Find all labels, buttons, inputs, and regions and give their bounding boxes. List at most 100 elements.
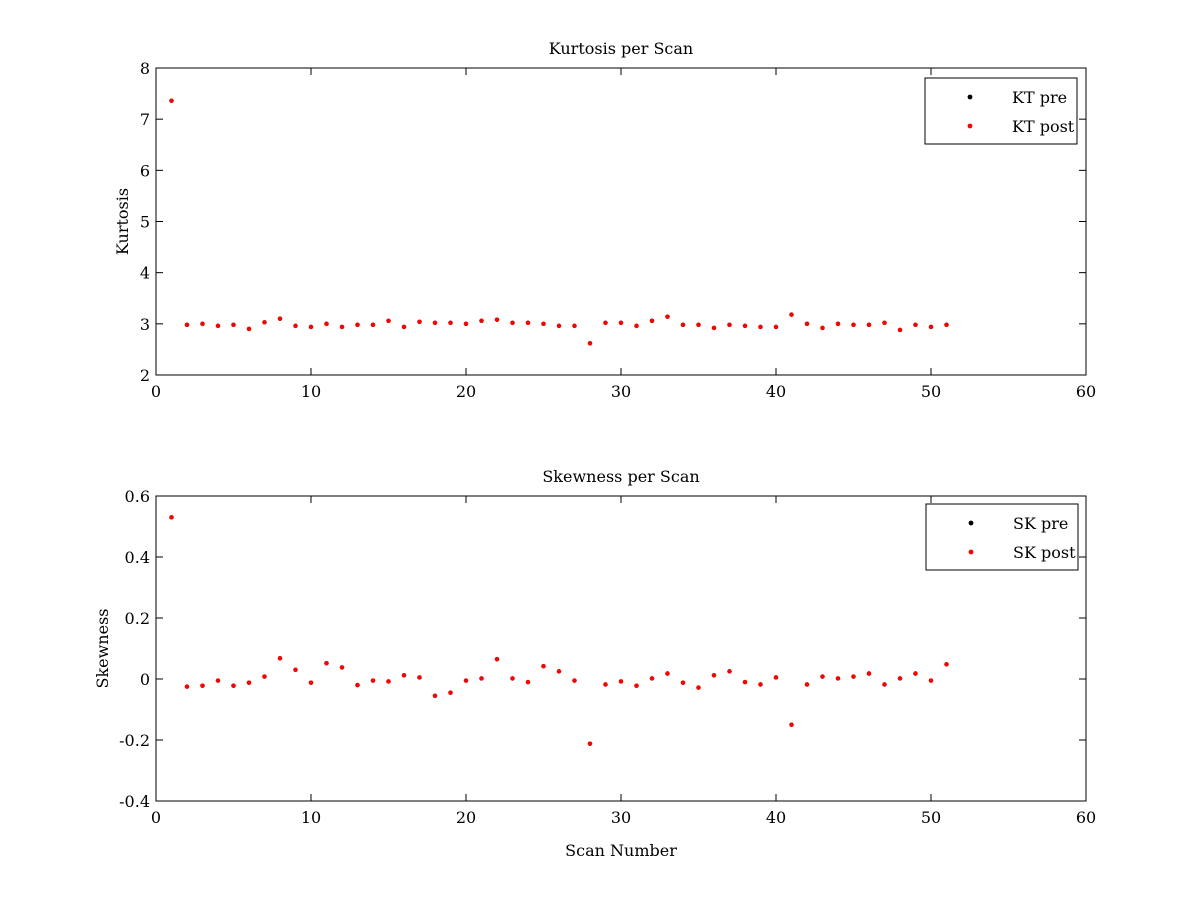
x-tick-label: 50	[921, 808, 941, 827]
x-tick-label: 40	[766, 382, 786, 401]
y-tick-label: 0.4	[125, 548, 150, 567]
legend: SK pre SK post	[925, 503, 1079, 571]
data-point	[184, 322, 190, 328]
data-point	[680, 680, 686, 685]
data-point	[231, 683, 236, 688]
data-point	[742, 679, 748, 685]
data-point	[556, 323, 562, 329]
data-point	[246, 326, 252, 332]
data-point	[866, 671, 872, 676]
data-point	[696, 685, 701, 690]
y-tick-label: 3	[140, 315, 150, 334]
data-point	[463, 678, 469, 683]
data-point	[525, 679, 531, 685]
legend: KT pre KT post	[924, 77, 1078, 145]
data-point	[897, 676, 903, 681]
data-point	[277, 656, 283, 661]
x-tick-label: 50	[921, 382, 941, 401]
legend-label: KT post	[1012, 117, 1075, 136]
data-point	[215, 678, 221, 683]
data-point	[417, 675, 422, 680]
data-point	[355, 682, 360, 688]
y-tick-label: 0.2	[125, 609, 150, 628]
legend-marker	[968, 549, 974, 555]
data-point	[401, 324, 407, 330]
legend-marker	[968, 520, 974, 526]
y-axis-label: Kurtosis	[113, 188, 132, 255]
data-point	[742, 323, 748, 329]
data-point	[928, 678, 934, 683]
x-tick-label: 30	[611, 808, 631, 827]
data-point	[944, 662, 949, 667]
chart-title: Kurtosis per Scan	[549, 39, 693, 58]
data-point	[169, 515, 174, 520]
y-tick-label: 2	[140, 366, 150, 385]
data-point	[897, 327, 903, 333]
data-point	[882, 320, 887, 326]
subplot-1: 0 10 20 30 40 50 60 2 3 4 5 6 7 8 Kurtosis per Scan Kur…	[113, 39, 1096, 401]
data-point	[541, 663, 546, 669]
legend-label: KT pre	[1012, 88, 1067, 107]
data-point	[386, 318, 391, 323]
data-point	[277, 316, 283, 321]
data-point	[417, 319, 422, 324]
y-tick-label: 4	[140, 264, 150, 283]
data-point	[463, 321, 469, 327]
data-point	[200, 683, 205, 688]
data-point	[494, 656, 500, 662]
data-point	[758, 324, 763, 330]
chart-title: Skewness per Scan	[542, 467, 699, 486]
data-point	[835, 676, 841, 681]
data-point	[804, 682, 810, 687]
data-point	[804, 321, 810, 327]
series-kt-post	[169, 98, 949, 346]
data-point	[386, 679, 391, 684]
data-point	[711, 673, 717, 678]
legend-label: SK pre	[1013, 514, 1068, 533]
x-tick-label: 40	[766, 808, 786, 827]
y-axis-label: Skewness	[93, 608, 112, 688]
data-point	[355, 322, 360, 328]
data-point	[727, 322, 732, 328]
data-point	[851, 674, 856, 679]
y-tick-label: 6	[140, 161, 150, 180]
x-tick-label: 20	[456, 382, 476, 401]
data-point	[370, 322, 376, 328]
data-point	[882, 682, 887, 687]
series-sk-pre	[169, 515, 949, 746]
data-point	[944, 322, 949, 328]
data-point	[835, 321, 841, 327]
series-kt-pre	[169, 98, 949, 346]
data-point	[401, 673, 407, 678]
data-point	[572, 678, 577, 683]
y-tick-label: 7	[140, 110, 150, 129]
data-point	[913, 322, 918, 328]
data-point	[928, 324, 934, 330]
data-point	[262, 674, 267, 679]
data-point	[913, 671, 918, 676]
x-tick-label: 10	[301, 808, 321, 827]
x-tick-label: 0	[151, 808, 161, 827]
data-point	[448, 690, 453, 695]
data-point	[587, 741, 593, 746]
x-tick-label: 60	[1076, 808, 1096, 827]
data-point	[696, 322, 701, 328]
data-point	[603, 320, 608, 326]
y-tick-label: 8	[140, 59, 150, 78]
data-point	[649, 318, 655, 323]
data-point	[169, 98, 174, 103]
data-point	[479, 676, 484, 681]
data-point	[618, 679, 624, 684]
data-point	[572, 323, 577, 329]
data-point	[665, 671, 670, 676]
data-point	[262, 320, 267, 325]
subplot-2: 0 10 20 30 40 50 60 -0.4 -0.2 0 0.2 0.4 0.6 Skewness …	[93, 467, 1096, 860]
data-point	[510, 676, 515, 681]
data-point	[758, 682, 763, 687]
data-point	[634, 323, 639, 329]
x-tick-label: 10	[301, 382, 321, 401]
x-tick-label: 60	[1076, 382, 1096, 401]
data-point	[432, 320, 438, 326]
legend-box	[924, 77, 1078, 145]
